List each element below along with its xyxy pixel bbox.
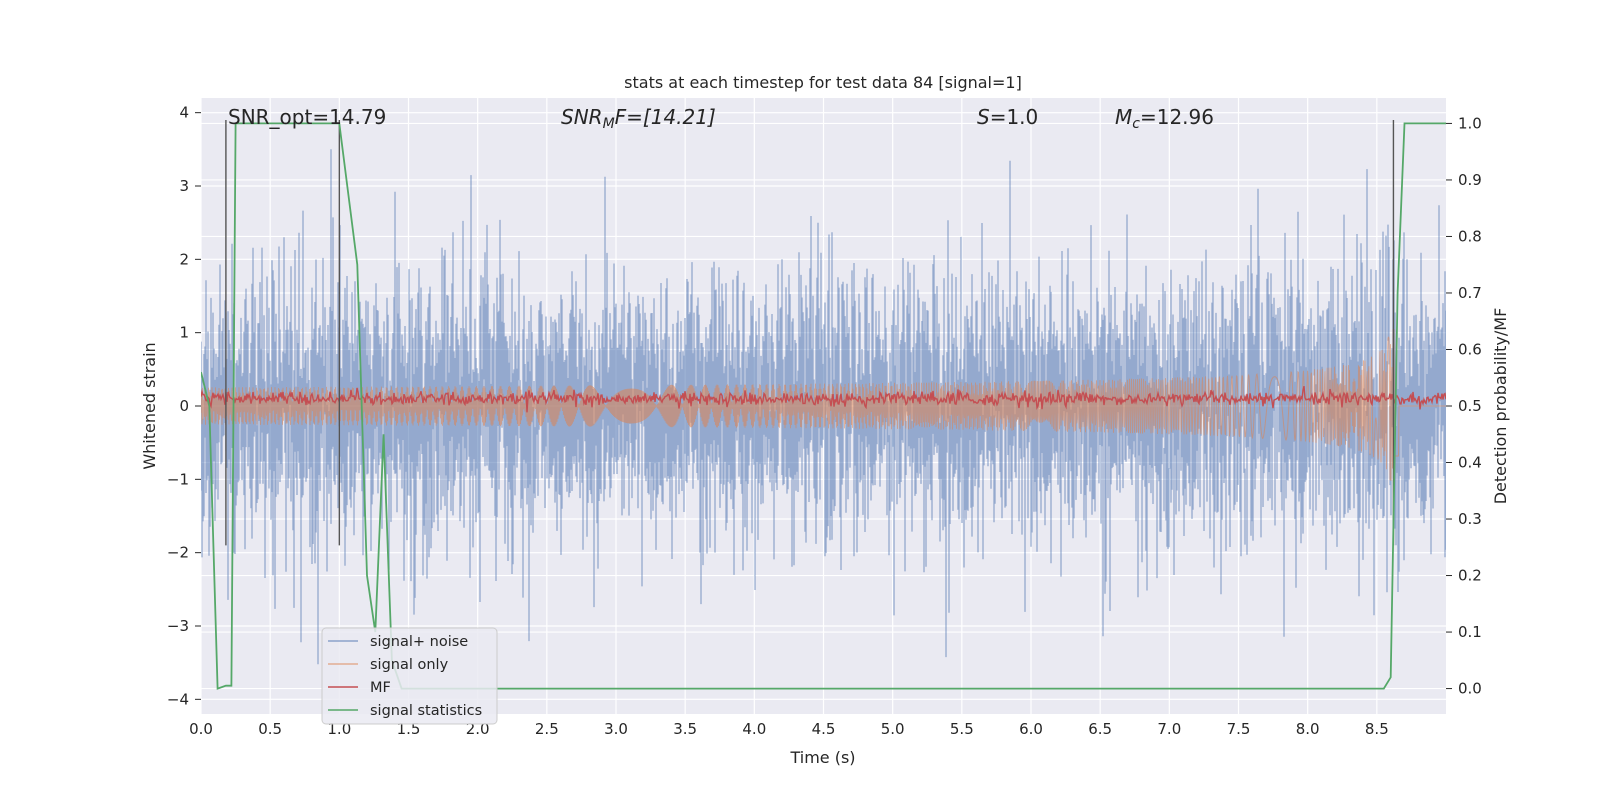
- y2-tick-label: 0.3: [1458, 510, 1482, 528]
- legend-label-signal-noise: signal+ noise: [370, 634, 468, 650]
- y-tick-label: −3: [167, 617, 189, 635]
- series-mf: [201, 385, 1446, 413]
- x-tick-label: 6.5: [1088, 720, 1112, 738]
- x-tick-label: 8.0: [1296, 720, 1320, 738]
- legend-label-signal-only: signal only: [370, 657, 449, 673]
- x-tick-label: 6.0: [1019, 720, 1043, 738]
- snr-mf-value: F=[14.21]: [615, 105, 716, 129]
- x-tick-label: 7.5: [1227, 720, 1251, 738]
- y-tick-label: 3: [179, 177, 189, 195]
- chart-title: stats at each timestep for test data 84 …: [624, 73, 1022, 92]
- snr-mf-subscript: M: [603, 116, 615, 132]
- x-tick-label: 2.5: [535, 720, 559, 738]
- y2-tick-label: 1.0: [1458, 114, 1482, 132]
- y2-tick-label: 0.6: [1458, 340, 1482, 358]
- snr-mf-main: SNR: [561, 105, 603, 129]
- s-value: =1.0: [990, 105, 1039, 129]
- x-tick-label: 4.5: [812, 720, 836, 738]
- legend-box: [321, 627, 498, 725]
- y-tick-label: 0: [179, 397, 189, 415]
- y-tick-label: 2: [179, 250, 189, 268]
- mc-subscript: c: [1132, 116, 1140, 132]
- mc-annotation: Mc=12.96: [1115, 105, 1214, 132]
- snr-mf-annotation: SNRMF=[14.21]: [561, 105, 716, 132]
- series-signal-statistics: [201, 122, 1446, 690]
- x-tick-label: 3.5: [673, 720, 697, 738]
- x-tick-label: 5.5: [950, 720, 974, 738]
- y2-tick-label: 0.2: [1458, 567, 1482, 585]
- y-tick-label: −4: [167, 690, 189, 708]
- y2-tick-label: 0.5: [1458, 397, 1482, 415]
- x-tick-label: 4.0: [742, 720, 766, 738]
- mc-main: M: [1115, 105, 1132, 129]
- x-tick-label: 0.5: [258, 720, 282, 738]
- x-tick-label: 8.5: [1365, 720, 1389, 738]
- legend-label-mf: MF: [370, 680, 391, 696]
- snr-opt-annotation: SNR_opt=14.79: [228, 105, 386, 129]
- x-tick-label: 7.0: [1157, 720, 1181, 738]
- legend: signal+ noise signal only MF signal stat…: [321, 627, 498, 725]
- x-axis-label: Time (s): [789, 748, 855, 767]
- legend-label-signal-statistics: signal statistics: [370, 703, 482, 719]
- s-annotation: S=1.0: [977, 105, 1038, 129]
- y-tick-label: −2: [167, 544, 189, 562]
- y2-tick-label: 0.1: [1458, 623, 1482, 641]
- x-tick-label: 0.0: [189, 720, 213, 738]
- s-main: S: [977, 105, 990, 129]
- x-tick-label: 5.0: [881, 720, 905, 738]
- data-layer: [201, 120, 1446, 690]
- series-signal-only: [201, 328, 1446, 481]
- y2-tick-label: 0.8: [1458, 227, 1482, 245]
- tick-labels: 0.0 0.5 1.0 1.5 2.0 2.5 3.0 3.5 4.0 4.5 5.0 5.5 6.0 6…: [167, 104, 1482, 738]
- y2-axis-label: Detection probability/MF: [1491, 308, 1510, 505]
- mc-value: =12.96: [1140, 105, 1214, 129]
- y2-tick-label: 0.4: [1458, 454, 1482, 472]
- y-tick-label: 1: [179, 324, 189, 342]
- y2-tick-label: 0.0: [1458, 680, 1482, 698]
- y-tick-label: 4: [179, 104, 189, 122]
- y2-tick-label: 0.7: [1458, 284, 1482, 302]
- y2-tick-label: 0.9: [1458, 171, 1482, 189]
- y-tick-label: −1: [167, 470, 189, 488]
- x-tick-label: 3.0: [604, 720, 628, 738]
- y-axis-label: Whitened strain: [140, 342, 159, 469]
